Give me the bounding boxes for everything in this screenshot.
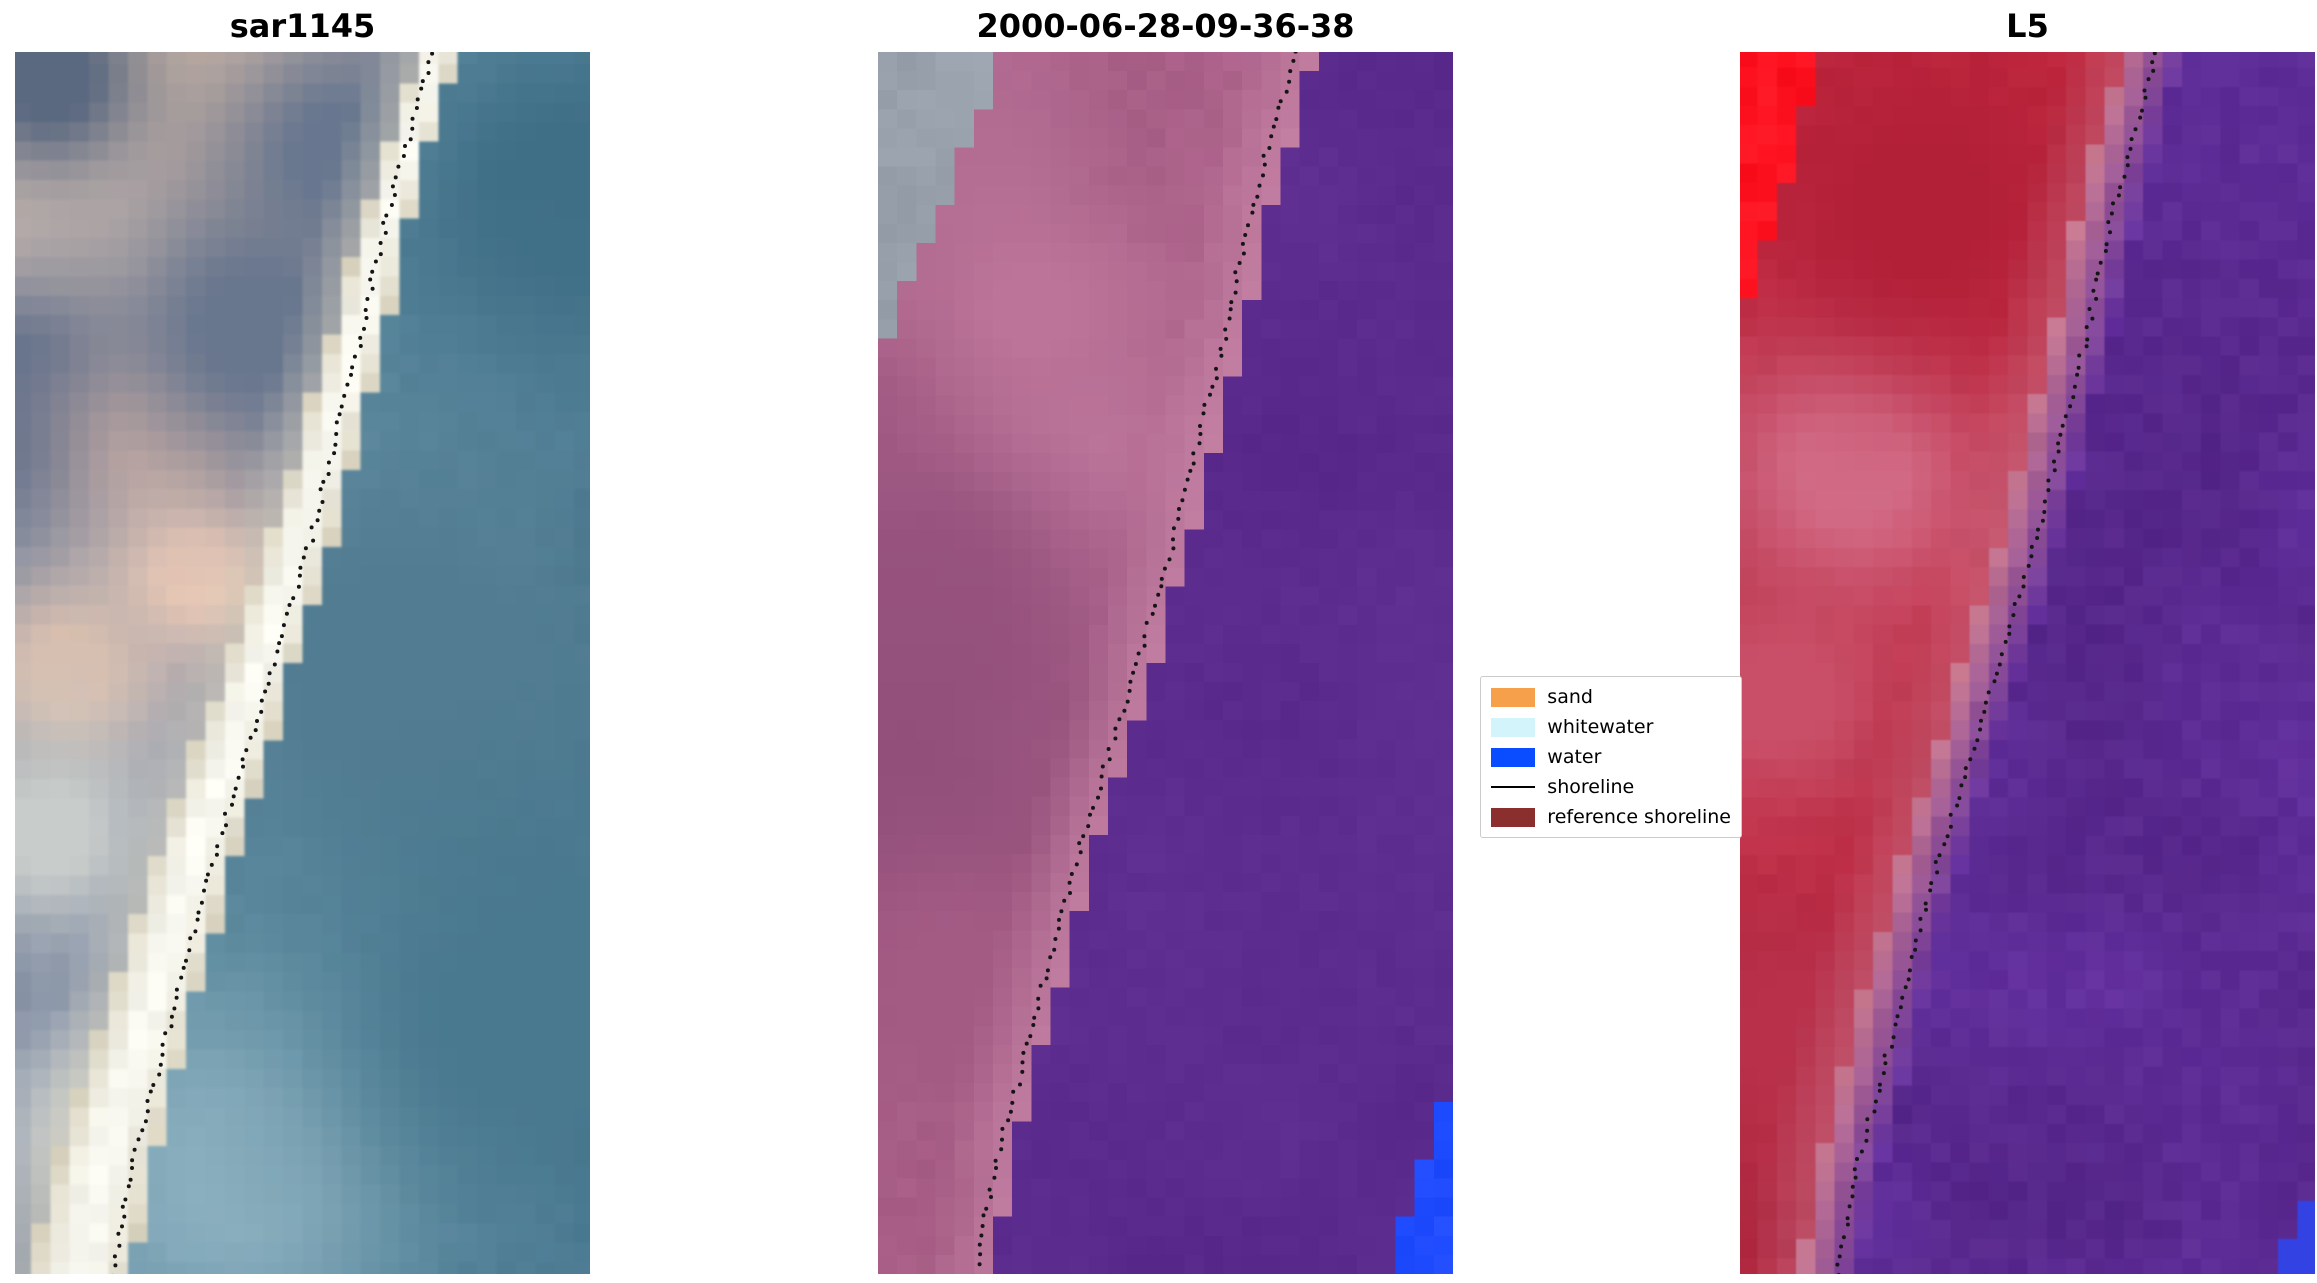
legend-label-sand: sand — [1547, 686, 1593, 708]
shoreline-dots-overlay — [973, 52, 1298, 1274]
panel-title-timestamp: 2000-06-28-09-36-38 — [976, 7, 1355, 45]
legend-label-shoreline: shoreline — [1547, 776, 1635, 798]
legend-label-water: water — [1547, 746, 1602, 768]
l5-falsecolor-image — [1740, 52, 2315, 1274]
legend-label-whitewater: whitewater — [1547, 716, 1654, 738]
panel-sar1145-image — [15, 52, 590, 1274]
legend: sand whitewater water shoreline referenc… — [1480, 676, 1742, 838]
legend-item-water: water — [1491, 745, 1731, 769]
water-color-swatch — [1491, 747, 1536, 767]
shoreline-line-swatch — [1491, 786, 1536, 788]
reference-shoreline-color-swatch — [1491, 807, 1536, 827]
legend-label-reference-shoreline: reference shoreline — [1547, 806, 1731, 828]
shoreline-dots-overlay — [111, 52, 435, 1274]
shoreline-dots-overlay — [1835, 52, 2157, 1274]
sar-rgb-image — [15, 52, 590, 1274]
legend-item-shoreline: shoreline — [1491, 775, 1731, 799]
classified-image — [878, 52, 1453, 1274]
panel-classified-image — [878, 52, 1453, 1274]
legend-item-reference-shoreline: reference shoreline — [1491, 805, 1731, 829]
whitewater-color-swatch — [1491, 717, 1536, 737]
panel-title-l5: L5 — [2006, 7, 2049, 45]
legend-item-sand: sand — [1491, 685, 1731, 709]
panel-l5-image — [1740, 52, 2315, 1274]
sand-color-swatch — [1491, 687, 1536, 707]
legend-item-whitewater: whitewater — [1491, 715, 1731, 739]
panel-title-sar1145: sar1145 — [229, 7, 376, 45]
